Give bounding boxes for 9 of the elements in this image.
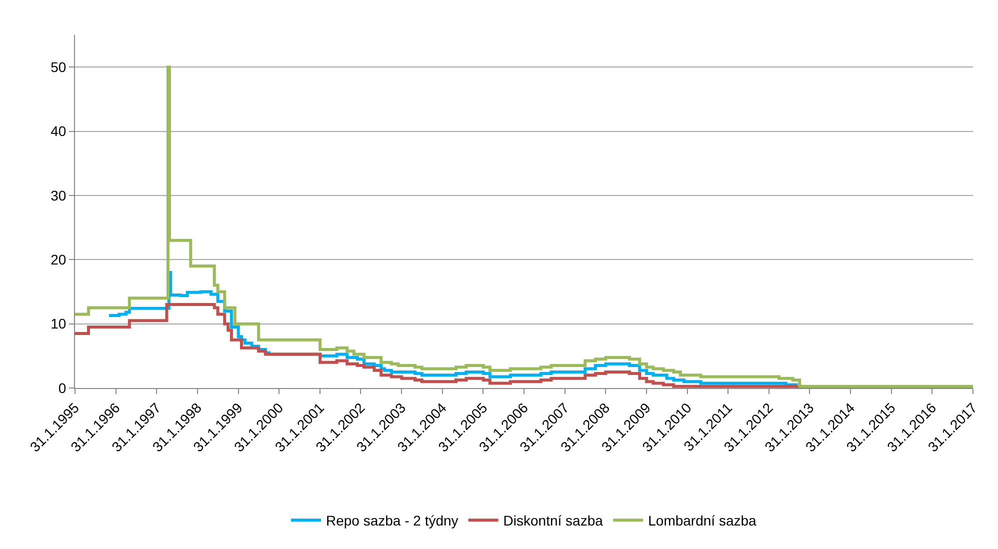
y-tick-label: 30 [50, 187, 66, 204]
y-tick-label: 10 [50, 316, 66, 332]
legend-label: Repo sazba - 2 týdny [326, 512, 458, 529]
y-tick-label: 0 [58, 380, 66, 396]
legend-label: Lombardní sazba [648, 512, 757, 529]
y-tick-label: 20 [50, 252, 66, 268]
y-tick-label: 40 [50, 123, 66, 140]
legend-label: Diskontní sazba [503, 512, 604, 529]
y-tick-label: 50 [50, 58, 66, 75]
